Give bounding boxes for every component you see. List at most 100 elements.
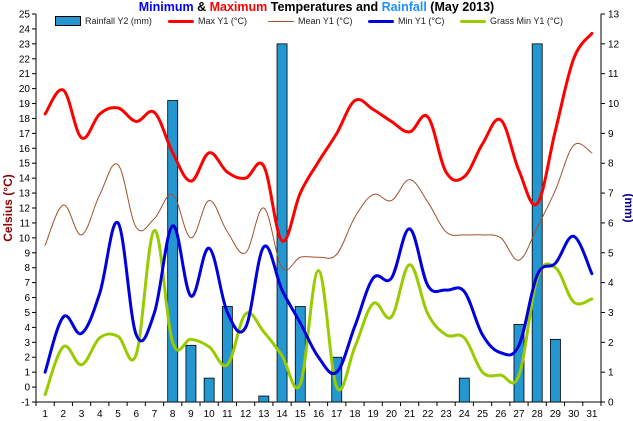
x-tick-label: 13 (258, 409, 270, 420)
legend-label-mean: Mean Y1 (°C) (298, 16, 353, 26)
legend-swatch-max (168, 19, 194, 23)
y1-tick-label: 16 (19, 144, 31, 155)
y1-tick-label: -1 (21, 398, 30, 409)
y2-tick-label: 0 (608, 398, 614, 409)
x-tick-label: 14 (276, 409, 288, 420)
x-tick-label: 17 (331, 409, 343, 420)
y2-tick-label: 11 (608, 69, 619, 80)
y1-tick-label: 13 (19, 189, 31, 200)
title-part-rainfall: Rainfall (381, 0, 427, 14)
y1-tick-label: 14 (19, 174, 31, 185)
y2-tick-label: 4 (608, 278, 614, 289)
legend-swatch-min (368, 19, 394, 23)
y1-tick-label: 6 (24, 293, 30, 304)
x-tick-label: 11 (222, 409, 233, 420)
x-tick-label: 4 (97, 409, 103, 420)
x-tick-label: 3 (79, 409, 85, 420)
legend-item-max: Max Y1 (°C) (168, 14, 247, 28)
x-tick-label: 24 (459, 409, 471, 420)
x-tick-label: 9 (188, 409, 194, 420)
title-part-minimum: Minimum (138, 0, 194, 14)
x-tick-label: 27 (513, 409, 525, 420)
y2-tick-label: 6 (608, 218, 614, 229)
y2-tick-label: 3 (608, 308, 614, 319)
title-part-maximum: Maximum (209, 0, 268, 14)
y1-tick-label: 9 (24, 248, 30, 259)
y1-tick-label: 2 (24, 353, 30, 364)
y1-tick-label: 22 (19, 54, 31, 65)
chart-title: Minimum & Maximum Temperatures and Rainf… (0, 0, 633, 15)
y2-tick-label: 12 (608, 39, 620, 50)
y1-tick-label: 24 (19, 24, 31, 35)
y1-tick-label: 5 (24, 308, 30, 319)
y1-tick-label: 1 (24, 368, 30, 379)
max-line (43, 31, 594, 243)
legend-label-grass: Grass Min Y1 (°C) (490, 16, 563, 26)
x-tick-label: 20 (386, 409, 398, 420)
x-tick-label: 25 (477, 409, 489, 420)
x-tick-label: 12 (240, 409, 252, 420)
title-part-period: (May 2013) (426, 0, 495, 14)
rainfall-bar (513, 323, 525, 403)
y2-tick-label: 13 (608, 10, 620, 21)
y1-tick-label: 18 (19, 114, 31, 125)
y1-tick-label: 17 (19, 129, 31, 140)
y2-tick-label: 9 (608, 129, 614, 140)
y2-tick-label: 5 (608, 248, 614, 259)
x-tick-label: 15 (295, 409, 307, 420)
y1-tick-label: 10 (19, 233, 31, 244)
legend-item-grass: Grass Min Y1 (°C) (460, 14, 563, 28)
y1-tick-label: 25 (19, 10, 31, 21)
legend-label-min: Min Y1 (°C) (398, 16, 445, 26)
x-tick-label: 18 (349, 409, 361, 420)
x-tick-label: 10 (204, 409, 216, 420)
x-tick-label: 2 (61, 409, 67, 420)
legend-label-rainfall: Rainfall Y2 (mm) (85, 16, 152, 26)
y1-tick-label: 8 (24, 263, 30, 274)
min-line (43, 221, 594, 375)
rainfall-bar (258, 395, 270, 403)
rainfall-bar (550, 338, 561, 403)
legend-swatch-mean (268, 20, 294, 22)
y2-tick-label: 7 (608, 189, 614, 200)
legend-swatch-grass (460, 19, 486, 23)
rainfall-bar (167, 100, 179, 403)
rainfall-bar (458, 377, 470, 403)
x-tick-label: 5 (115, 409, 121, 420)
y1-tick-label: 11 (20, 218, 31, 229)
y1-tick-label: 23 (19, 39, 31, 50)
legend-label-max: Max Y1 (°C) (198, 16, 247, 26)
y1-tick-label: 12 (19, 204, 31, 215)
y1-tick-label: 4 (24, 323, 30, 334)
y1-tick-label: 20 (19, 84, 31, 95)
x-tick-label: 30 (568, 409, 580, 420)
y1-tick-label: 0 (24, 383, 30, 394)
x-tick-label: 1 (42, 409, 48, 420)
x-tick-label: 26 (495, 409, 507, 420)
legend-item-mean: Mean Y1 (°C) (268, 14, 352, 28)
x-tick-label: 6 (133, 409, 139, 420)
x-tick-label: 21 (404, 409, 416, 420)
legend-item-rainfall: Rainfall Y2 (mm) (55, 14, 152, 28)
title-part-and: & (193, 0, 210, 14)
x-tick-label: 7 (152, 409, 158, 420)
y1-tick-label: 19 (19, 99, 31, 110)
y1-tick-label: 15 (19, 159, 31, 170)
x-tick-label: 8 (170, 409, 176, 420)
x-tick-label: 23 (441, 409, 453, 420)
x-tick-label: 29 (550, 409, 562, 420)
y2-tick-label: 1 (608, 368, 614, 379)
x-tick-label: 31 (586, 409, 598, 420)
y1-tick-label: 21 (19, 69, 31, 80)
rainfall-bar (331, 356, 343, 403)
rainfall-bar (531, 43, 543, 403)
legend-swatch-rainfall (55, 16, 81, 26)
y1-axis-title: Celsius (°C) (1, 174, 15, 241)
x-tick-label: 22 (422, 409, 434, 420)
chart-legend: Rainfall Y2 (mm) Max Y1 (°C) Mean Y1 (°C… (50, 14, 605, 28)
x-tick-label: 16 (313, 409, 325, 420)
y2-tick-label: 8 (608, 159, 614, 170)
x-tick-label: 19 (368, 409, 380, 420)
